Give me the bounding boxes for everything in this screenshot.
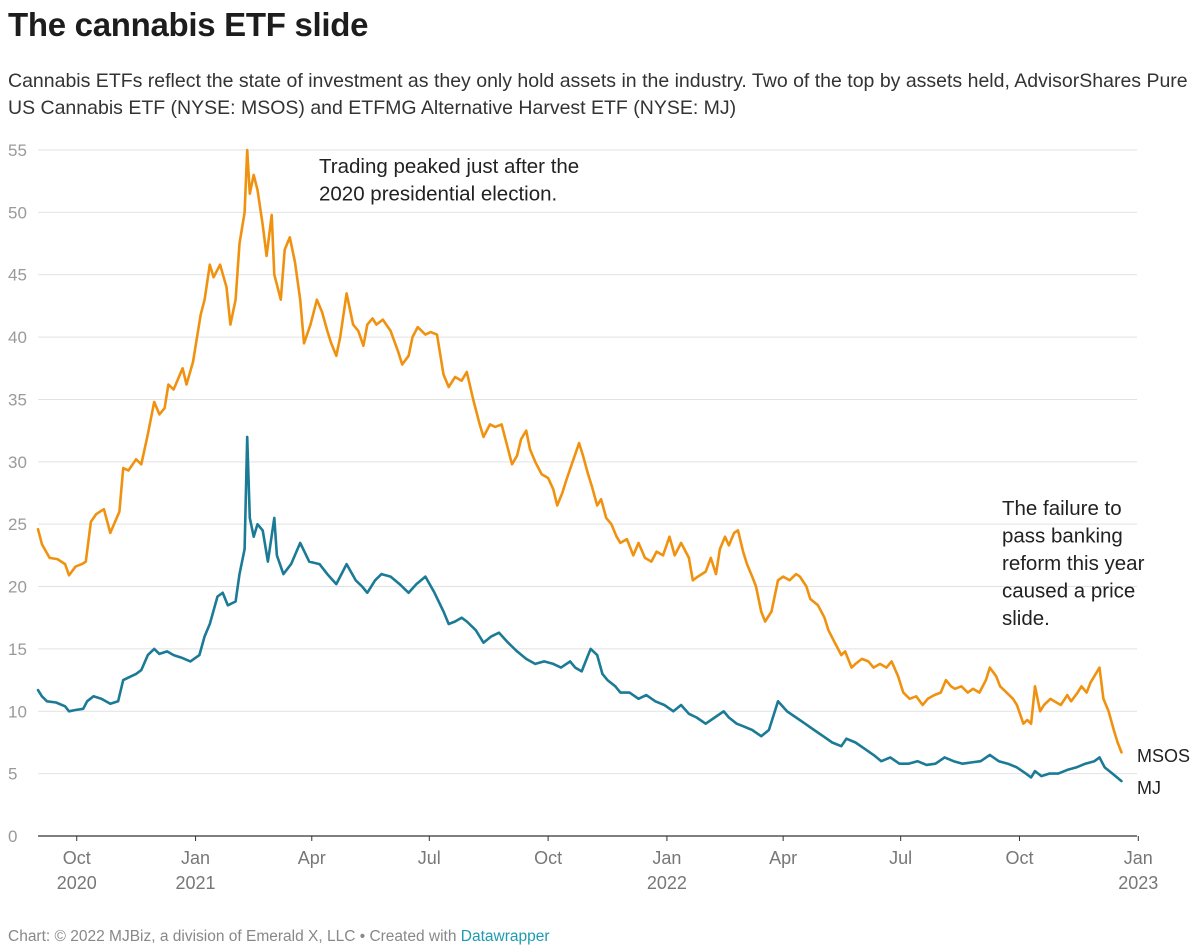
y-tick-label: 10: [8, 702, 27, 721]
y-tick-label: 5: [8, 765, 17, 784]
chart-subtitle: Cannabis ETFs reflect the state of inves…: [8, 70, 1188, 119]
datawrapper-link[interactable]: Datawrapper: [460, 928, 550, 945]
y-tick-label: 20: [8, 578, 27, 597]
x-tick-label: Jan: [181, 848, 210, 868]
x-tick-label: Oct: [63, 848, 91, 868]
footer-credit: Chart: © 2022 MJBiz, a division of Emera…: [8, 928, 461, 945]
annotation-line: The failure to: [1002, 497, 1122, 520]
y-tick-label: 55: [8, 141, 27, 160]
annotations: Trading peaked just after the 2020 presid…: [319, 155, 1145, 630]
annotation-line: slide.: [1002, 607, 1050, 630]
series-line-mj: [36, 435, 1123, 783]
chart-title: The cannabis ETF slide: [8, 6, 369, 43]
annotation-line: pass banking: [1002, 525, 1123, 548]
y-tick-label: 25: [8, 515, 27, 534]
x-axis-ticks: Oct 2020 Jan 2021 Apr Jul Oct Jan 2022 Apr Jul Oct J…: [57, 836, 1158, 893]
x-tick-label: Apr: [298, 848, 326, 868]
annotation-2: The failure to pass banking reform this ye…: [1002, 497, 1145, 630]
annotation-1: Trading peaked just after the 2020 presid…: [319, 155, 579, 206]
annotation-line: 2020 presidential election.: [319, 183, 557, 206]
x-tick-label: Jul: [418, 848, 441, 868]
x-tick-label: Apr: [769, 848, 797, 868]
y-tick-label: 30: [8, 453, 27, 472]
y-axis-ticks: 0 5 10 15 20 25 30 35 40 45 50 55: [8, 141, 27, 846]
x-tick-year-label: 2022: [647, 873, 687, 893]
y-tick-label: 40: [8, 328, 27, 347]
x-tick-label: Jul: [889, 848, 912, 868]
series-lines: [36, 148, 1123, 783]
x-tick-label: Jan: [652, 848, 681, 868]
y-tick-label: 50: [8, 203, 27, 222]
y-tick-label: 35: [8, 390, 27, 409]
y-tick-label: 15: [8, 640, 27, 659]
series-label-mj: MJ: [1137, 778, 1161, 798]
x-tick-label: Oct: [1005, 848, 1033, 868]
x-tick-year-label: 2023: [1118, 873, 1158, 893]
x-tick-year-label: 2020: [57, 873, 97, 893]
y-tick-label: 45: [8, 266, 27, 285]
y-tick-label: 0: [8, 827, 17, 846]
x-tick-year-label: 2021: [176, 873, 216, 893]
chart-footer: Chart: © 2022 MJBiz, a division of Emera…: [8, 928, 550, 946]
annotation-line: Trading peaked just after the: [319, 155, 579, 178]
gridlines: [38, 149, 1137, 837]
series-label-msos: MSOS: [1137, 746, 1190, 766]
x-tick-label: Oct: [534, 848, 562, 868]
annotation-line: reform this year: [1002, 552, 1145, 575]
annotation-line: caused a price: [1002, 580, 1135, 603]
series-labels: MSOS MJ: [1137, 746, 1190, 798]
x-tick-label: Jan: [1124, 848, 1153, 868]
series-line-msos: [36, 148, 1123, 754]
